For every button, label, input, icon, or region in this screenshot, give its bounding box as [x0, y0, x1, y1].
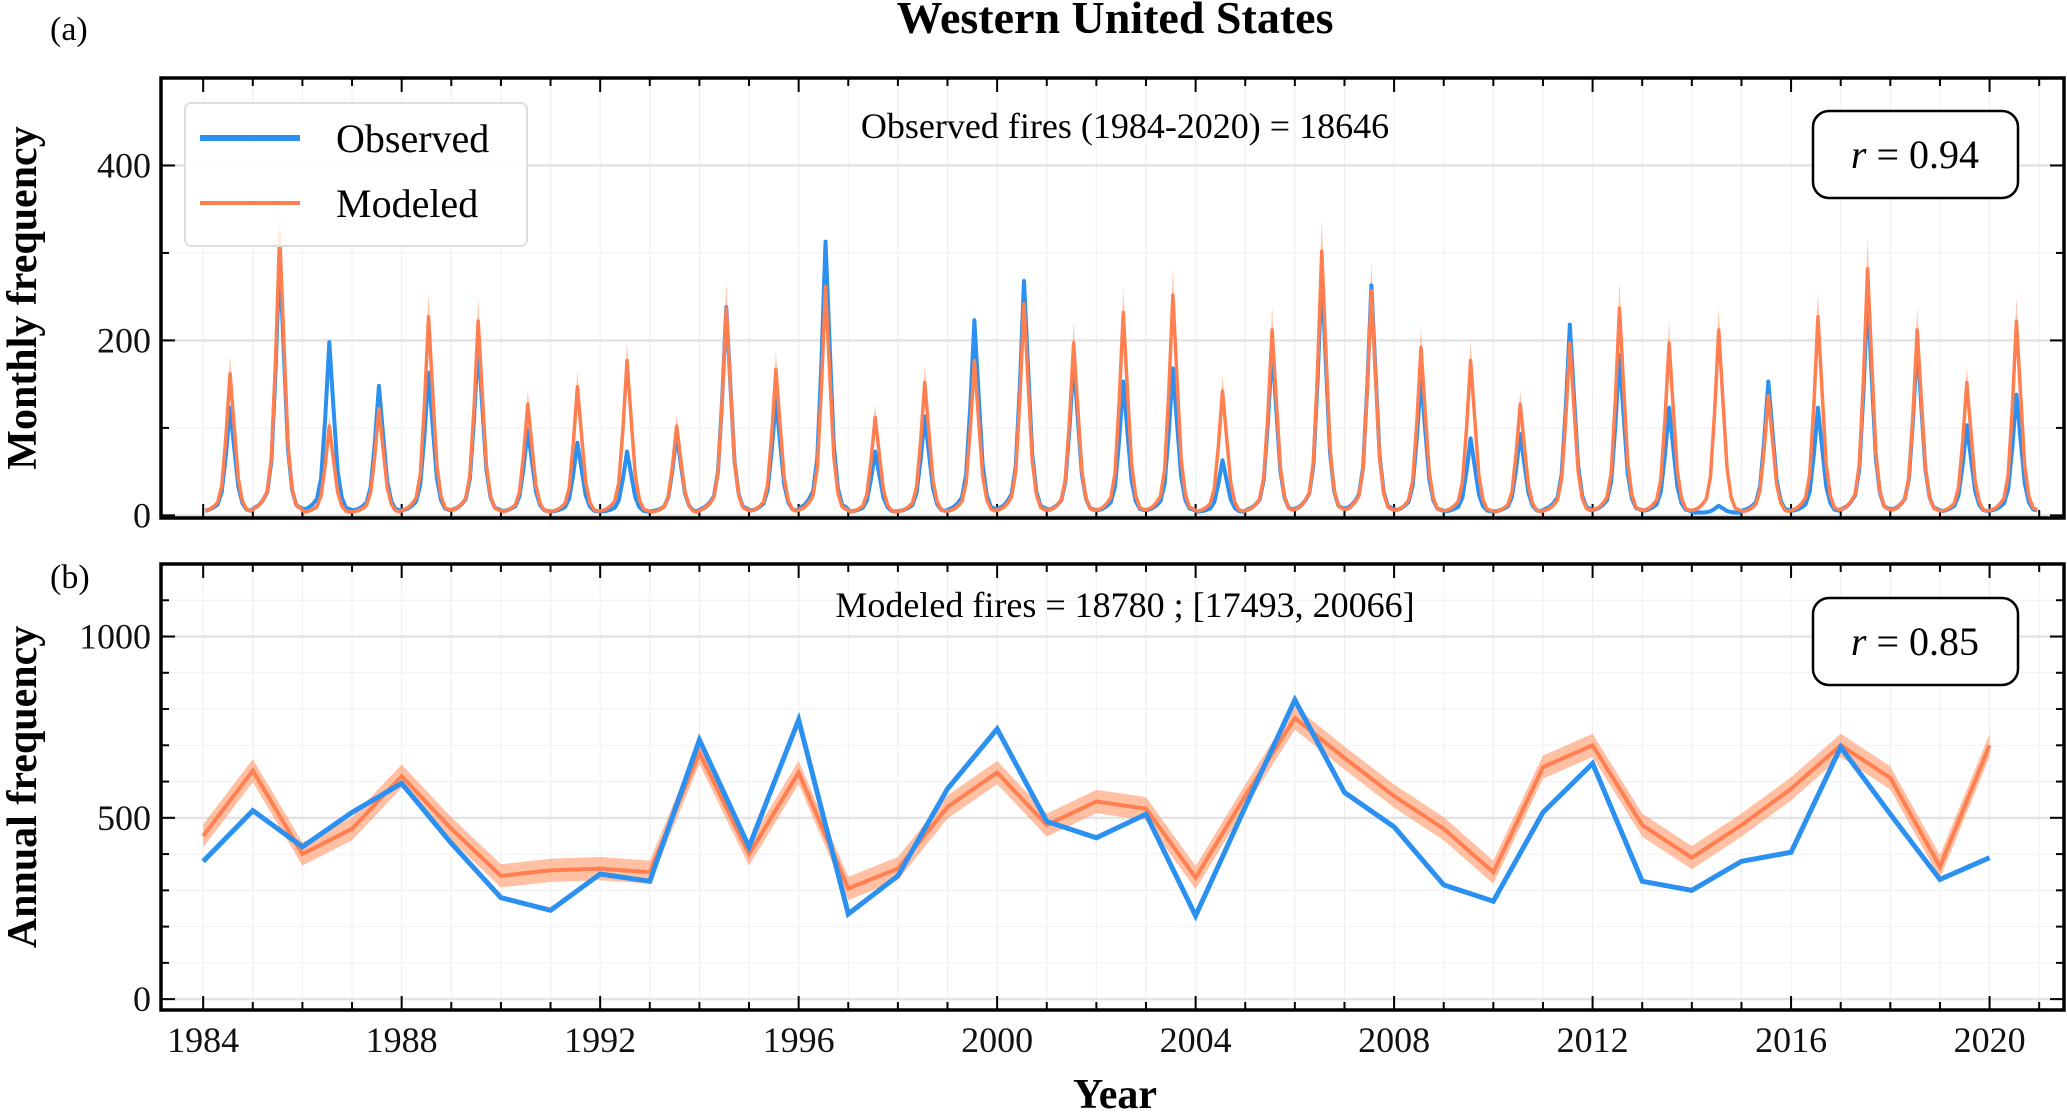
axes-frame — [159, 76, 2066, 520]
correlation-r-symbol: r — [1851, 132, 1867, 177]
correlation-value: = 0.94 — [1877, 132, 1980, 177]
x-tick-label: 2000 — [961, 1020, 1033, 1060]
legend: Observed Modeled — [184, 102, 528, 247]
observed-annual-line — [201, 694, 1991, 922]
x-tick-label: 1996 — [763, 1020, 835, 1060]
correlation-text: r = 0.94 — [1851, 132, 1979, 177]
annotation-text: Observed fires (1984-2020) = 18646 — [861, 106, 1389, 146]
modeled-monthly-line — [204, 231, 2038, 514]
legend-modeled-label: Modeled — [336, 181, 478, 226]
x-tick-label: 1992 — [564, 1020, 636, 1060]
figure-title: Western United States — [897, 0, 1334, 43]
y-axis-label: Monthly frequency — [0, 126, 46, 469]
x-tick-label: 2020 — [1954, 1020, 2026, 1060]
y-tick-label: 400 — [97, 145, 151, 185]
annotation-text: Modeled fires = 18780 ; [17493, 20066] — [835, 585, 1414, 625]
y-tick-label: 500 — [97, 798, 151, 838]
panel-label: (b) — [50, 559, 90, 596]
x-tick-label: 1984 — [167, 1020, 239, 1060]
y-tick-label: 1000 — [79, 617, 151, 657]
axes-frame — [159, 562, 2066, 1012]
y-axis-label: Annual frequency — [0, 626, 46, 948]
x-tick-label: 2008 — [1358, 1020, 1430, 1060]
legend-observed-label: Observed — [336, 116, 489, 161]
x-tick-label: 2016 — [1755, 1020, 1827, 1060]
panel-label: (a) — [50, 11, 88, 48]
x-axis-label: Year — [1073, 1072, 1157, 1114]
correlation-r-symbol: r — [1851, 619, 1867, 664]
y-tick-label: 200 — [97, 320, 151, 360]
panel-b: 0 500 1000 1984 1988 1992 1996 2000 2004 2008 2012… — [0, 559, 2066, 1114]
y-tick-label: 0 — [133, 979, 151, 1019]
x-tick-label: 1988 — [366, 1020, 438, 1060]
correlation-text: r = 0.85 — [1851, 619, 1979, 664]
panel-a: 0 200 400 Observed Modeled (a) Monthly frequen… — [0, 11, 2066, 535]
correlation-box — [1811, 596, 2020, 687]
correlation-value: = 0.85 — [1877, 619, 1980, 664]
y-tick-label: 0 — [133, 495, 151, 535]
x-tick-label: 2012 — [1557, 1020, 1629, 1060]
correlation-box — [1811, 109, 2020, 200]
modeled-annual-line — [201, 715, 1992, 892]
x-tick-label: 2004 — [1160, 1020, 1232, 1060]
